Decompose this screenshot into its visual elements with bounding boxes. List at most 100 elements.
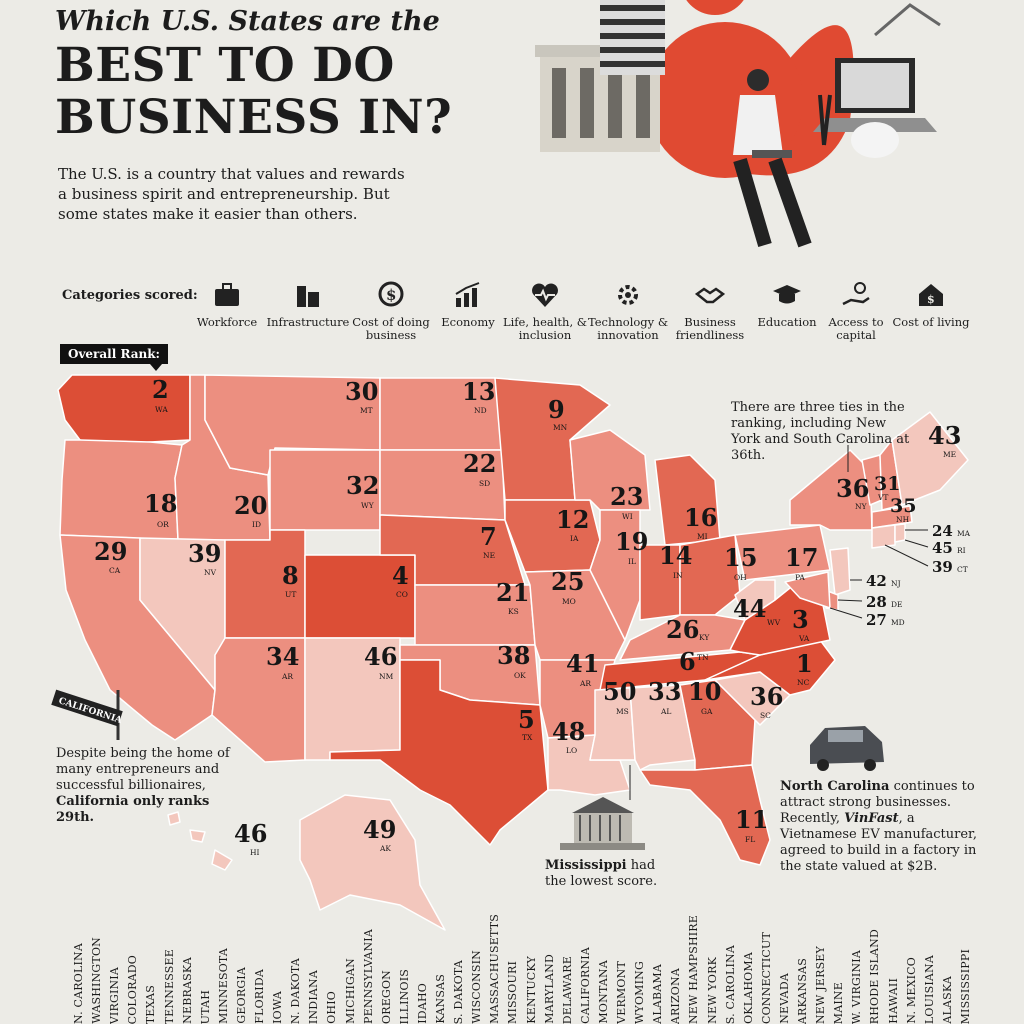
category-label: Cost of doing business [352, 315, 430, 342]
nc-note-text1: continues to attract strong businesses. … [780, 779, 975, 826]
abbr-IN: IN [673, 571, 683, 580]
abbr-ID: ID [252, 520, 261, 529]
abbr-CA: CA [109, 566, 121, 575]
abbr-NM: NM [379, 672, 394, 681]
rank-PA: 17 [785, 543, 818, 572]
category-cost-of-doing-business: $ Cost of doing business [346, 280, 436, 342]
ranked-state-name: N. MEXICO [904, 957, 918, 1024]
ranked-state-name: MINNESOTA [216, 948, 230, 1024]
intro-text: The U.S. is a country that values and re… [58, 165, 405, 223]
abbr-DE: DE [891, 600, 903, 609]
rank-SC: 36 [750, 682, 783, 711]
nc-note-brand: VinFast [844, 811, 899, 826]
ranked-state-name: ALASKA [940, 976, 954, 1024]
rank-CO: 4 [392, 561, 409, 590]
bar-chart-icon [455, 282, 480, 307]
abbr-MI: MI [697, 532, 708, 541]
category-label: Cost of living [892, 315, 970, 329]
rank-MS: 50 [603, 677, 636, 706]
category-life-health: Life, health, & inclusion [500, 280, 590, 342]
category-label: Infrastructure [266, 315, 350, 329]
ranked-state-name: PENNSYLVANIA [361, 929, 375, 1024]
mississippi-note: Mississippi had the lowest score. [545, 858, 675, 890]
rank-IL: 19 [615, 527, 648, 556]
california-note: Despite being the home of many entrepren… [56, 746, 231, 826]
abbr-OR: OR [157, 520, 169, 529]
category-technology: Technology & innovation [583, 280, 673, 342]
category-label: Technology & innovation [587, 315, 669, 342]
abbr-ME: ME [943, 450, 956, 459]
ranked-state-name: CONNECTICUT [759, 931, 773, 1024]
rank-MD: 27 [866, 611, 887, 629]
rank-GA: 10 [688, 677, 721, 706]
ranked-state-name: FLORIDA [253, 969, 266, 1024]
northeast-callouts [829, 529, 929, 619]
ranked-state-name: VIRGINIA [108, 966, 122, 1024]
abbr-CT: CT [957, 565, 968, 574]
heart-pulse-icon [532, 283, 558, 307]
abbr-NV: NV [204, 568, 217, 577]
state-AK [299, 794, 446, 931]
house-dollar-icon: $ [919, 284, 943, 306]
ties-note: There are three ties in the ranking, inc… [731, 400, 910, 463]
category-label: Economy [441, 315, 495, 329]
state-MI [654, 454, 721, 546]
circuit-gear-icon [618, 285, 638, 305]
rank-RI: 45 [932, 539, 953, 557]
abbr-TX: TX [522, 733, 533, 742]
svg-text:$: $ [386, 286, 396, 304]
laptop-icon [813, 58, 937, 132]
ranked-state-name: TENNESSEE [162, 948, 176, 1024]
ranked-state-name: S. CAROLINA [723, 944, 737, 1024]
abbr-MN: MN [553, 423, 568, 432]
state-IL [589, 509, 641, 641]
abbr-KY: KY [699, 633, 710, 642]
flag-icon [600, 0, 665, 75]
abbr-MA: MA [957, 529, 971, 538]
rank-DE: 28 [866, 593, 887, 611]
rank-WY: 32 [346, 471, 379, 500]
california-note-bold: California only ranks 29th. [56, 794, 210, 825]
category-economy: Economy [423, 280, 513, 329]
abbr-IL: IL [628, 557, 636, 566]
rank-NC: 1 [796, 649, 813, 678]
rank-WA: 2 [152, 375, 169, 404]
category-label: Life, health, & inclusion [502, 315, 587, 342]
rank-ME: 43 [928, 421, 961, 450]
ranked-state-name: MISSOURI [506, 960, 520, 1024]
main-title-line2: BUSINESS IN? [55, 90, 453, 145]
rank-NV: 39 [188, 539, 221, 568]
ranked-state-name: UTAH [198, 989, 212, 1024]
rank-WI: 23 [610, 482, 643, 511]
rank-AZ: 34 [266, 642, 299, 671]
rank-AL: 33 [648, 677, 681, 706]
rank-MN: 9 [548, 395, 565, 424]
ranked-state-name: IDAHO [415, 983, 429, 1024]
category-education: Education [742, 280, 832, 329]
abbr-UT: UT [285, 590, 296, 599]
abbr-MS: MS [616, 707, 629, 716]
category-label: Workforce [196, 315, 258, 329]
state-PA [734, 524, 831, 581]
hero-collage [535, 0, 941, 248]
ranked-state-name: IOWA [271, 991, 285, 1024]
state-HI [167, 811, 233, 871]
rank-NJ: 42 [866, 572, 887, 590]
abbr-KS: KS [508, 607, 519, 616]
ranked-state-name: HAWAII [886, 978, 900, 1024]
rank-KS: 21 [496, 578, 529, 607]
rank-HI: 46 [234, 819, 267, 848]
ranked-state-name: MASSACHUSETTS [488, 914, 502, 1024]
ranked-state-name: W. VIRGINIA [850, 949, 864, 1024]
ranked-state-names: N. CAROLINA WASHINGTON VIRGINIA COLORADO TEX… [0, 880, 1024, 1024]
rank-AK: 49 [363, 815, 396, 844]
dollar-coin-icon: $ [378, 281, 404, 307]
ranked-state-name: ARIZONA [669, 967, 683, 1024]
ranked-state-name: CALIFORNIA [578, 947, 592, 1024]
rank-MO: 25 [551, 567, 584, 596]
state-NY [789, 449, 873, 531]
abbr-AR: AR [579, 679, 591, 688]
abbr-PA: PA [795, 573, 805, 582]
abbr-OH: OH [734, 573, 747, 582]
